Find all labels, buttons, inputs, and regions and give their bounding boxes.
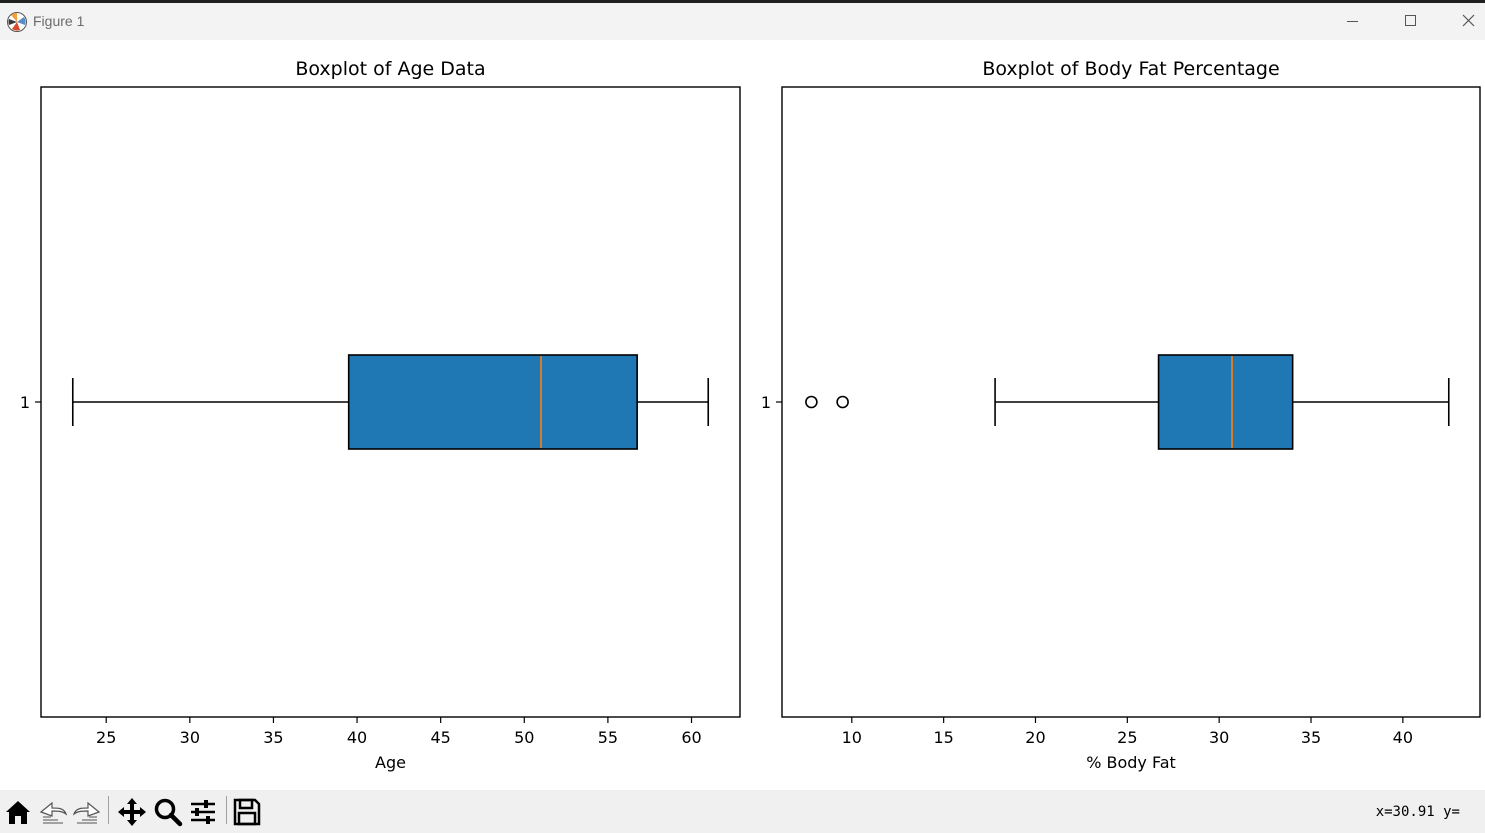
age-boxplot-axes: Boxplot of Age Data 25 30 35 40 45 50 55 60 1 Age — [20, 58, 741, 772]
x-tick-label: 15 — [933, 728, 953, 747]
x-tick-label: 30 — [180, 728, 200, 747]
x-tick-label: 40 — [1393, 728, 1413, 747]
forward-icon — [72, 801, 101, 824]
x-tick-label: 45 — [430, 728, 450, 747]
close-button[interactable] — [1439, 3, 1485, 40]
pan-icon — [118, 798, 146, 826]
zoom-icon — [154, 798, 183, 827]
outlier-point — [805, 395, 818, 409]
minimize-icon — [1347, 21, 1358, 22]
outlier-point — [836, 395, 849, 409]
maximize-button[interactable] — [1381, 3, 1439, 40]
save-button[interactable] — [231, 796, 263, 828]
figure-canvas[interactable]: Boxplot of Age Data 25 30 35 40 45 50 55 60 1 Age … — [0, 40, 1485, 790]
x-tick-label: 30 — [1209, 728, 1229, 747]
configure-icon — [191, 800, 215, 824]
x-axis-label: Age — [375, 753, 406, 772]
chart-title: Boxplot of Age Data — [295, 58, 485, 80]
zoom-button[interactable] — [152, 796, 184, 828]
y-tick-label: 1 — [20, 393, 30, 412]
cursor-coordinates: x=30.91 y= — [1375, 804, 1460, 820]
chart-title: Boxplot of Body Fat Percentage — [982, 58, 1279, 80]
x-tick-label: 10 — [842, 728, 862, 747]
window-title: Figure 1 — [33, 13, 85, 29]
matplotlib-icon — [6, 11, 28, 33]
home-icon — [6, 801, 30, 824]
maximize-icon — [1405, 15, 1416, 26]
x-tick-label: 20 — [1025, 728, 1045, 747]
x-tick-label: 50 — [514, 728, 534, 747]
x-tick-label: 25 — [1117, 728, 1137, 747]
x-tick-label: 35 — [263, 728, 283, 747]
toolbar-separator — [226, 796, 227, 824]
x-tick-label: 35 — [1301, 728, 1321, 747]
x-axis-label: % Body Fat — [1086, 753, 1176, 772]
forward-button[interactable] — [70, 796, 102, 828]
bodyfat-boxplot-axes: Boxplot of Body Fat Percentage 10 15 20 25 30… — [761, 58, 1481, 772]
home-button[interactable] — [2, 796, 34, 828]
x-tick-label: 55 — [598, 728, 618, 747]
x-tick-label: 25 — [96, 728, 116, 747]
minimize-button[interactable] — [1323, 3, 1381, 40]
navigation-toolbar: x=30.91 y= — [0, 790, 1485, 833]
x-tick-label: 60 — [681, 728, 701, 747]
box-iqr — [1157, 354, 1294, 450]
pan-button[interactable] — [116, 796, 148, 828]
box-iqr — [347, 354, 638, 450]
window-titlebar[interactable]: Figure 1 — [0, 3, 1485, 40]
save-icon — [233, 798, 261, 826]
back-icon — [39, 801, 68, 824]
x-tick-label: 40 — [347, 728, 367, 747]
toolbar-separator — [108, 796, 109, 824]
configure-subplots-button[interactable] — [187, 796, 219, 828]
close-icon — [1462, 14, 1475, 27]
top-edge — [0, 0, 1485, 3]
back-button[interactable] — [38, 796, 70, 828]
y-tick-label: 1 — [761, 393, 771, 412]
